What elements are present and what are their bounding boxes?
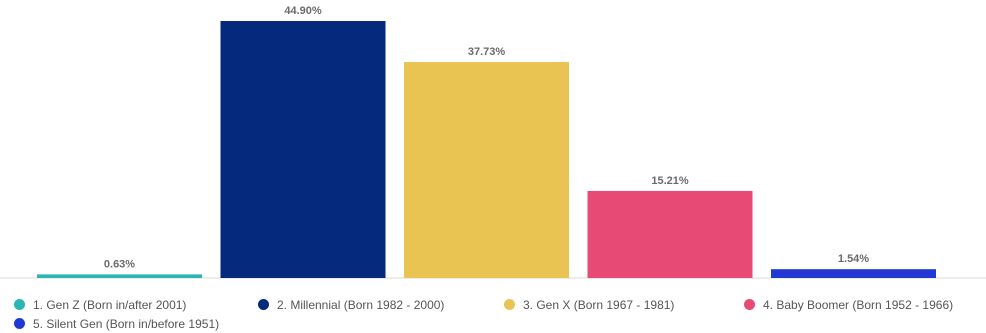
legend-label-silent-gen: 5. Silent Gen (Born in/before 1951) — [33, 316, 220, 331]
bar-baby-boomer — [587, 190, 753, 278]
bar-gen-z — [37, 274, 202, 278]
legend-swatch-gen-z — [14, 299, 25, 310]
bar-chart: 0.63% 44.90% 37.73% 15.21% 1.54% — [0, 5, 986, 279]
bar-millennial — [220, 21, 386, 278]
legend-item-gen-z: 1. Gen Z (Born in/after 2001) — [14, 298, 258, 312]
data-label-baby-boomer: 15.21% — [651, 175, 689, 187]
data-label-millennial: 44.90% — [284, 5, 322, 17]
legend-label-gen-x: 3. Gen X (Born 1967 - 1981) — [523, 297, 675, 312]
legend-swatch-silent-gen — [14, 318, 25, 329]
legend-row-1: 1. Gen Z (Born in/after 2001) 2. Millenn… — [14, 295, 984, 314]
legend-item-gen-x: 3. Gen X (Born 1967 - 1981) — [504, 298, 744, 312]
legend-item-millennial: 2. Millennial (Born 1982 - 2000) — [258, 298, 504, 312]
data-label-gen-z: 0.63% — [104, 258, 135, 270]
bar-gen-x — [404, 62, 569, 278]
legend-swatch-gen-x — [504, 299, 515, 310]
legend-label-gen-z: 1. Gen Z (Born in/after 2001) — [33, 297, 187, 312]
legend-row-2: 5. Silent Gen (Born in/before 1951) — [14, 314, 984, 333]
legend-label-baby-boomer: 4. Baby Boomer (Born 1952 - 1966) — [763, 297, 954, 312]
data-label-gen-x: 37.73% — [468, 46, 506, 58]
legend-swatch-baby-boomer — [744, 299, 755, 310]
legend-item-silent-gen: 5. Silent Gen (Born in/before 1951) — [14, 317, 219, 331]
legend-item-baby-boomer: 4. Baby Boomer (Born 1952 - 1966) — [744, 298, 953, 312]
chart-legend: 1. Gen Z (Born in/after 2001) 2. Millenn… — [14, 295, 984, 333]
bar-silent-gen — [771, 269, 936, 278]
data-label-silent-gen: 1.54% — [838, 253, 869, 265]
legend-swatch-millennial — [258, 299, 269, 310]
legend-label-millennial: 2. Millennial (Born 1982 - 2000) — [277, 297, 445, 312]
